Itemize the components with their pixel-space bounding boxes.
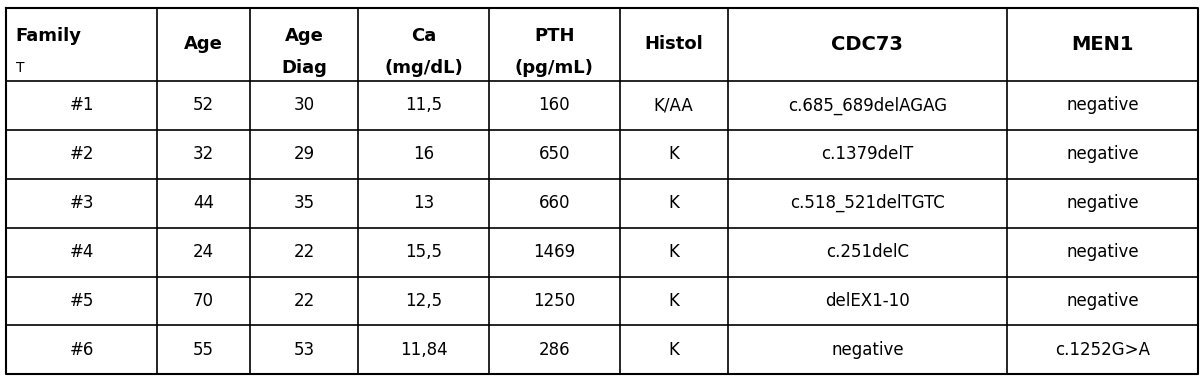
Text: #4: #4 — [70, 243, 94, 261]
Text: Family: Family — [16, 26, 82, 45]
Text: #2: #2 — [70, 145, 94, 163]
Text: 13: 13 — [413, 194, 435, 212]
Text: negative: negative — [1066, 243, 1139, 261]
Text: 160: 160 — [538, 96, 569, 115]
Text: 30: 30 — [294, 96, 314, 115]
Text: PTH: PTH — [533, 26, 574, 45]
Text: negative: negative — [1066, 292, 1139, 310]
Text: 22: 22 — [294, 292, 314, 310]
Text: negative: negative — [831, 341, 904, 359]
Text: c.1379delT: c.1379delT — [821, 145, 914, 163]
Text: c.251delC: c.251delC — [826, 243, 909, 261]
Text: 70: 70 — [193, 292, 214, 310]
Text: 1469: 1469 — [533, 243, 576, 261]
Text: K/AA: K/AA — [654, 96, 694, 115]
Text: Ca: Ca — [411, 26, 436, 45]
Text: Age: Age — [184, 35, 223, 53]
Text: Diag: Diag — [281, 59, 327, 77]
Text: K: K — [668, 341, 679, 359]
Text: (mg/dL): (mg/dL) — [384, 59, 462, 77]
Text: 35: 35 — [294, 194, 314, 212]
Text: #3: #3 — [70, 194, 94, 212]
Text: negative: negative — [1066, 96, 1139, 115]
Text: 12,5: 12,5 — [405, 292, 442, 310]
Text: 650: 650 — [538, 145, 569, 163]
Text: 29: 29 — [294, 145, 314, 163]
Text: 52: 52 — [193, 96, 214, 115]
Text: (pg/mL): (pg/mL) — [515, 59, 594, 77]
Text: 24: 24 — [193, 243, 214, 261]
Text: 11,84: 11,84 — [400, 341, 448, 359]
Text: negative: negative — [1066, 145, 1139, 163]
Text: 53: 53 — [294, 341, 314, 359]
Text: K: K — [668, 243, 679, 261]
Text: MEN1: MEN1 — [1072, 35, 1134, 54]
Text: c.685_689delAGAG: c.685_689delAGAG — [787, 96, 946, 115]
Text: K: K — [668, 292, 679, 310]
Text: 286: 286 — [538, 341, 569, 359]
Text: c.1252G>A: c.1252G>A — [1055, 341, 1150, 359]
Text: Histol: Histol — [644, 35, 703, 53]
Text: 16: 16 — [413, 145, 435, 163]
Text: CDC73: CDC73 — [832, 35, 903, 54]
Text: 44: 44 — [193, 194, 214, 212]
Text: 11,5: 11,5 — [405, 96, 442, 115]
Text: K: K — [668, 145, 679, 163]
Text: #6: #6 — [70, 341, 94, 359]
Text: negative: negative — [1066, 194, 1139, 212]
Text: T: T — [16, 61, 24, 75]
Text: delEX1-10: delEX1-10 — [825, 292, 910, 310]
Text: #5: #5 — [70, 292, 94, 310]
Text: 32: 32 — [193, 145, 214, 163]
Text: 15,5: 15,5 — [405, 243, 442, 261]
Text: 22: 22 — [294, 243, 314, 261]
Text: K: K — [668, 194, 679, 212]
Text: 55: 55 — [193, 341, 214, 359]
Text: c.518_521delTGTC: c.518_521delTGTC — [790, 194, 945, 212]
Text: Age: Age — [284, 26, 324, 45]
Text: #1: #1 — [70, 96, 94, 115]
Text: 660: 660 — [538, 194, 569, 212]
Text: 1250: 1250 — [533, 292, 576, 310]
